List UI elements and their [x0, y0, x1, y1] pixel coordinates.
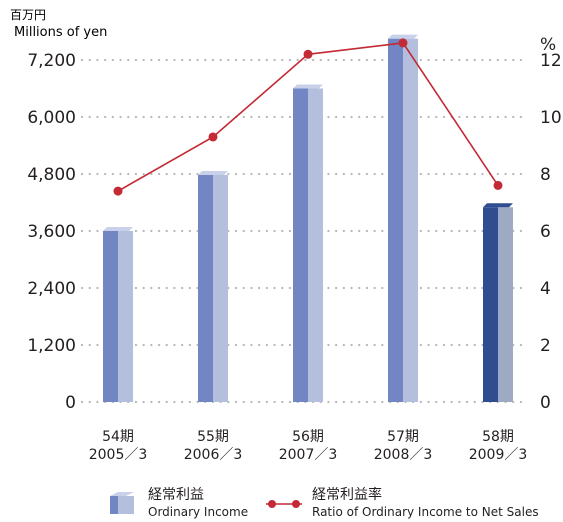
bar-top-face	[388, 34, 418, 39]
bar	[198, 170, 228, 402]
legend-bar-swatch	[110, 492, 134, 514]
left-tick-label: 4,800	[27, 165, 76, 185]
left-tick-label: 6,000	[27, 108, 76, 128]
legend: 経常利益 Ordinary Income 経常利益率 Ratio of Ordi…	[110, 486, 539, 519]
ratio-point	[398, 38, 408, 48]
category-labels: 54期 2005／3 55期 2006／3 56期 2007／3 57期 2008／3 58期 2…	[89, 429, 528, 463]
left-tick-label: 1,200	[27, 336, 76, 356]
bar-front-face	[498, 207, 513, 402]
category-period-label: 56期	[292, 429, 324, 445]
right-tick-label: 8	[540, 165, 551, 185]
bar-side-face	[198, 174, 213, 402]
ratio-point	[113, 186, 123, 196]
bar-front-face	[118, 231, 133, 402]
ratio-line	[113, 38, 503, 196]
left-tick-label: 3,600	[27, 222, 76, 242]
left-axis-ticks: 0 1,200 2,400 3,600 4,800 6,000 7,200	[27, 51, 76, 413]
right-tick-label: 4	[540, 279, 551, 299]
left-unit-jp: 百万円	[10, 8, 46, 22]
right-tick-label: 6	[540, 222, 551, 242]
ratio-point	[493, 180, 503, 190]
bar-front-face	[403, 38, 418, 402]
right-axis-ticks: 0 2 4 6 8 10 12	[540, 51, 562, 413]
category-period-label: 58期	[482, 429, 514, 445]
legend-line-label-en: Ratio of Ordinary Income to Net Sales	[312, 505, 539, 519]
category-year-label: 2008／3	[374, 447, 433, 463]
left-tick-label: 7,200	[27, 51, 76, 71]
bar-top-face	[103, 227, 133, 231]
bar	[388, 34, 418, 402]
left-unit-en: Millions of yen	[14, 25, 107, 40]
left-tick-label: 2,400	[27, 279, 76, 299]
legend-bar-label-en: Ordinary Income	[148, 505, 248, 519]
category-year-label: 2006／3	[184, 447, 243, 463]
bar-front-face	[213, 174, 228, 402]
category-period-label: 54期	[102, 429, 134, 445]
category-period-label: 55期	[197, 429, 229, 445]
bar-side-face	[103, 231, 118, 402]
category-period-label: 57期	[387, 429, 419, 445]
bar-side-face	[293, 88, 308, 402]
bar-side-face	[483, 207, 498, 402]
bar-top-face	[198, 170, 228, 175]
category-year-label: 2009／3	[469, 447, 528, 463]
ratio-point	[208, 132, 218, 142]
left-tick-label: 0	[65, 393, 76, 413]
right-tick-label: 0	[540, 393, 551, 413]
category-year-label: 2007／3	[279, 447, 338, 463]
bar	[483, 203, 513, 402]
ordinary-income-bars	[103, 34, 513, 402]
bar-side-face	[388, 38, 403, 402]
ratio-point	[303, 49, 313, 59]
right-tick-label: 12	[540, 51, 562, 71]
bar-front-face	[308, 88, 323, 402]
bar	[103, 227, 133, 402]
legend-line-label-jp: 経常利益率	[312, 486, 382, 503]
bar-top-face	[483, 203, 513, 208]
right-tick-label: 2	[540, 336, 551, 356]
bar-top-face	[293, 84, 323, 89]
right-unit: %	[540, 35, 556, 55]
legend-line-swatch	[266, 500, 302, 508]
legend-bar-label-jp: 経常利益	[148, 487, 204, 503]
right-tick-label: 10	[540, 108, 562, 128]
category-year-label: 2005／3	[89, 447, 148, 463]
bar	[293, 84, 323, 402]
